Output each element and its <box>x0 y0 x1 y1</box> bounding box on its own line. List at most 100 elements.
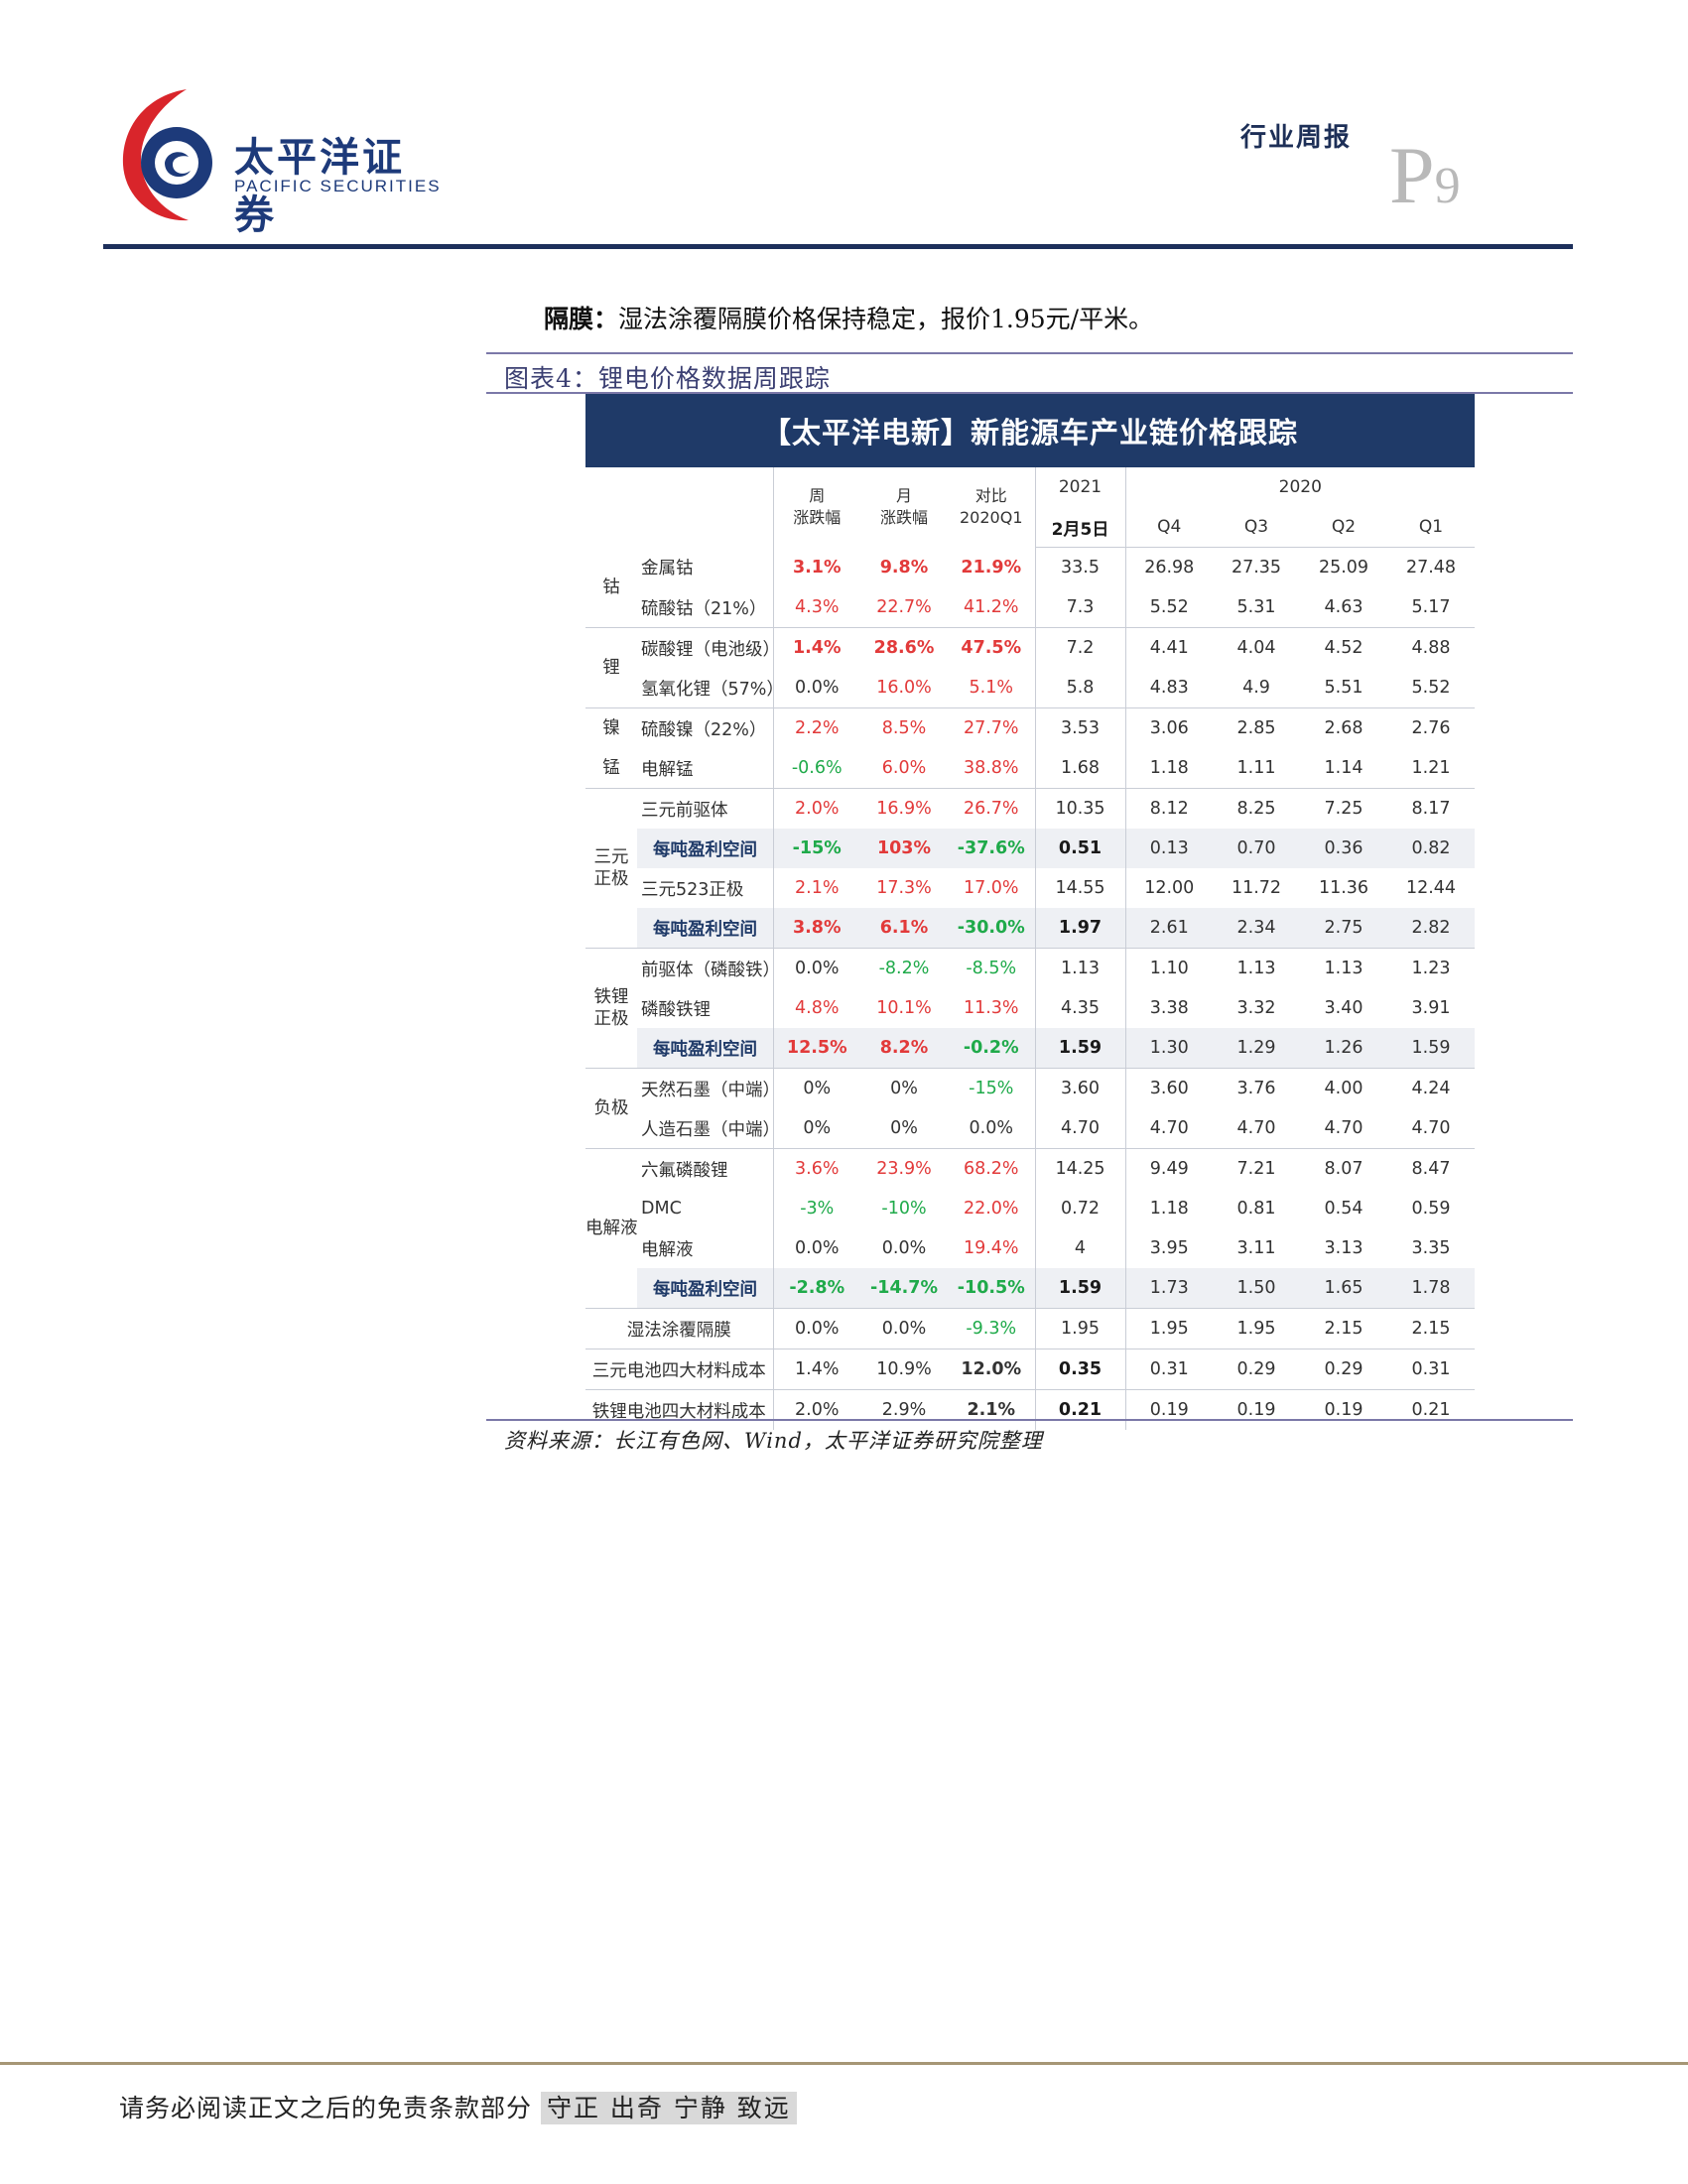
col-q1: Q1 <box>1387 507 1476 548</box>
cell-q4: 4.41 <box>1149 638 1189 658</box>
cell-vs: 22.0% <box>948 1189 1036 1228</box>
cell-q1: 4.70 <box>1387 1108 1476 1149</box>
table-row: 锂碳酸锂（电池级） 1.4% 28.6% 47.5% 7.2 4.41 4.04 4.52 4.… <box>585 627 1475 708</box>
table-row: 磷酸铁锂 4.8% 10.1% 11.3% 4.35 3.38 3.32 3.40 3.91 <box>585 988 1475 1028</box>
cell-q1: 5.17 <box>1387 587 1476 628</box>
cell-vs: -8.5% <box>948 948 1036 988</box>
cell-q1: 27.48 <box>1405 558 1457 578</box>
cell-q1: 12.44 <box>1405 878 1457 898</box>
cell-month: -14.7% <box>860 1268 948 1309</box>
category-lfp: 铁锂 正极 <box>585 948 637 1069</box>
cell-week: 12.5% <box>773 1028 860 1069</box>
cell-q1: 2.82 <box>1387 908 1476 949</box>
cell-vs: -10.5% <box>948 1268 1036 1309</box>
cell-current: 4.35 <box>1035 988 1126 1028</box>
cell-q1: 3.35 <box>1411 1238 1451 1258</box>
cell-current: 1.95 <box>1035 1308 1126 1349</box>
cell-month: 28.6% <box>873 638 935 658</box>
cell-q1: 4.88 <box>1411 638 1451 658</box>
cell-vs: 26.7% <box>948 788 1036 829</box>
cell-q1: 1.21 <box>1387 748 1476 789</box>
figure-title: 图表4：锂电价格数据周跟踪 <box>504 364 831 393</box>
cell-current: 14.55 <box>1035 868 1126 908</box>
cell-q2: 4.70 <box>1300 1108 1387 1149</box>
cell-month: 10.1% <box>876 998 932 1018</box>
figure-title-rule <box>486 392 1573 394</box>
cell-q3: 3.32 <box>1236 998 1276 1018</box>
row-label: 硫酸钴（21%） <box>637 587 774 628</box>
page-number: P9 <box>1389 129 1461 222</box>
cell-vs: 11.3% <box>948 988 1036 1028</box>
cell-q2: 4.52 <box>1324 638 1363 658</box>
row-label: 氢氧化锂（57%） <box>637 668 774 708</box>
cell-q2: 0.29 <box>1300 1349 1387 1390</box>
cell-q2: 0.54 <box>1324 1199 1363 1219</box>
row-label: 六氟磷酸锂 <box>637 1148 774 1189</box>
cell-week: 0% <box>803 1079 832 1098</box>
cell-q2: 1.65 <box>1300 1268 1387 1309</box>
header-row-1: 周涨跌幅 月涨跌幅 对比 2020Q1 2021 2020 <box>585 467 1475 548</box>
cell-q4: 9.49 <box>1149 1159 1189 1179</box>
logo-english-name: PACIFIC SECURITIES <box>234 177 442 195</box>
cell-q2: 11.36 <box>1318 878 1369 898</box>
cell-q2: 2.15 <box>1300 1308 1387 1349</box>
cell-q3: 1.13 <box>1236 959 1276 978</box>
cell-vs: 5.1% <box>948 668 1036 708</box>
company-motto: 守正 出奇 宁静 致远 <box>540 2092 797 2124</box>
cell-q3: 8.25 <box>1236 799 1276 819</box>
cell-vs: 38.8% <box>948 748 1036 789</box>
cell-q4: 1.95 <box>1125 1308 1213 1349</box>
cell-current: 10.35 <box>1035 788 1126 829</box>
category-lithium: 锂 <box>585 627 637 708</box>
report-type: 行业周报 <box>1240 123 1353 153</box>
cell-q4: 0.13 <box>1125 829 1213 868</box>
row-label: 湿法涂覆隔膜 <box>585 1308 774 1349</box>
cell-week: 3.8% <box>773 908 860 949</box>
cell-week: 0.0% <box>773 668 860 708</box>
cell-q2: 3.40 <box>1324 998 1363 1018</box>
table-row: DMC -3% -10% 22.0% 0.72 1.18 0.81 0.54 0.59 <box>585 1189 1475 1228</box>
table-row: 每吨盈利空间 12.5% 8.2% -0.2% 1.59 1.30 1.29 1.26 1.59 <box>585 1028 1476 1069</box>
cell-week: -15% <box>773 829 860 868</box>
source-note: 资料来源：长江有色网、Wind，太平洋证券研究院整理 <box>504 1429 1043 1453</box>
cell-q4: 12.00 <box>1144 878 1195 898</box>
cell-week: 2.1% <box>795 878 840 898</box>
cell-current: 0.72 <box>1035 1189 1126 1228</box>
table-row: 电解液 六氟磷酸锂 3.6% 23.9% 68.2% 14.25 9.49 7.21 8.07 8… <box>585 1148 1475 1309</box>
cell-q2: 2.75 <box>1300 908 1387 949</box>
cell-month: 8.5% <box>881 718 927 738</box>
cell-vs: 19.4% <box>948 1228 1036 1268</box>
cell-q4: 1.18 <box>1125 748 1213 789</box>
cell-q4: 1.10 <box>1149 959 1189 978</box>
cell-current: 33.5 <box>1035 547 1126 587</box>
cell-month: 17.3% <box>876 878 932 898</box>
cell-q2: 8.07 <box>1324 1159 1363 1179</box>
cell-week: 2.0% <box>795 1400 840 1420</box>
cell-current: 5.8 <box>1035 668 1126 708</box>
cell-week: -0.6% <box>773 748 860 789</box>
table-title: 【太平洋电新】新能源车产业链价格跟踪 <box>585 394 1475 467</box>
cell-month: 0% <box>890 1079 918 1098</box>
footer-rule <box>0 2062 1688 2065</box>
category-ternary: 三元 正极 <box>585 788 637 949</box>
cell-q1: 1.23 <box>1411 959 1451 978</box>
cell-week: 1.4% <box>773 1349 860 1390</box>
cell-month: -8.2% <box>878 959 930 978</box>
cell-current: 7.3 <box>1035 587 1126 628</box>
category-manganese: 锰 <box>585 748 637 789</box>
col-date: 2月5日 <box>1035 507 1126 548</box>
row-label: 每吨盈利空间 <box>637 1268 774 1309</box>
cell-month: 23.9% <box>876 1159 932 1179</box>
table-row: 氢氧化锂（57%） 0.0% 16.0% 5.1% 5.8 4.83 4.9 5.51 5.52 <box>585 668 1476 708</box>
cell-q3: 1.95 <box>1213 1308 1300 1349</box>
col-q4: Q4 <box>1125 507 1213 548</box>
cell-q1: 5.52 <box>1387 668 1476 708</box>
cell-month: 22.7% <box>860 587 948 628</box>
cell-q2: 3.13 <box>1324 1238 1363 1258</box>
cell-month: 10.9% <box>860 1349 948 1390</box>
page-digit: 9 <box>1434 158 1461 214</box>
cell-q4: 5.52 <box>1125 587 1213 628</box>
cell-q3: 0.70 <box>1213 829 1300 868</box>
cell-current: 7.2 <box>1035 627 1126 668</box>
cell-month: 0% <box>860 1108 948 1149</box>
